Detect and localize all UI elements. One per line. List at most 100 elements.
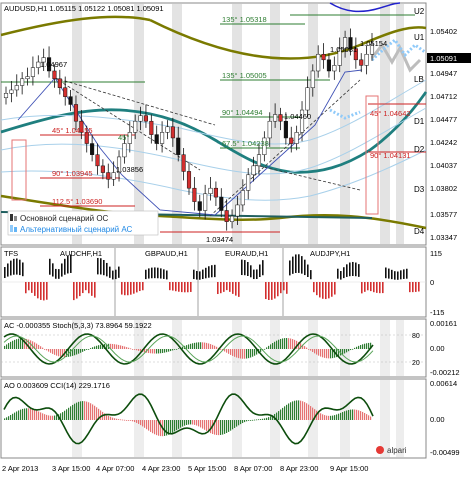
ao-bar-56: [56, 415, 58, 420]
ac-bar-196: [196, 342, 198, 349]
ts-bar-241: [241, 259, 243, 276]
ao-bar-146: [146, 420, 148, 430]
ao-bar-358: [358, 410, 360, 420]
ao-bar-124: [124, 419, 126, 421]
shade-ao-1: [134, 380, 144, 457]
ao-bar-320: [320, 413, 322, 420]
ts-bar-70: [70, 254, 72, 273]
ts-sub-2: GBPAUD,H1: [145, 249, 188, 258]
ac-bar-358: [358, 345, 360, 349]
ao-bar-12: [12, 413, 14, 420]
candle-body-35: [192, 187, 197, 202]
shade-main-7: [380, 4, 390, 244]
ao-bar-202: [202, 420, 204, 429]
ao-bar-42: [42, 413, 44, 420]
ts-bar-409: [409, 282, 411, 293]
ac-bar-76: [76, 349, 78, 355]
ts-bar-124: [124, 282, 126, 296]
ac-bar-122: [122, 345, 124, 349]
ao-bar-10: [10, 415, 12, 420]
ts-bar-58: [58, 269, 60, 279]
ac-bar-242: [242, 349, 244, 359]
time-label-4: 5 Apr 15:00: [188, 464, 226, 473]
shade-main-6: [340, 4, 350, 244]
ac-bar-172: [172, 349, 174, 351]
ao-bar-104: [104, 413, 106, 420]
ao-bar-308: [308, 404, 310, 420]
ts-bar-112: [112, 270, 114, 280]
ac-bar-296: [296, 340, 298, 349]
main-panel[interactable]: [0, 2, 427, 246]
ts-bar-145: [145, 269, 147, 280]
ts-bar-379: [379, 282, 381, 294]
candle-body-48: [262, 137, 267, 155]
candle-body-44: [240, 190, 245, 206]
candle-body-2: [14, 85, 19, 91]
ac-bar-198: [198, 342, 200, 349]
ts-bar-106: [106, 262, 108, 277]
ac-bar-292: [292, 339, 294, 349]
ao-bar-50: [50, 415, 52, 420]
ao-bar-54: [54, 415, 56, 420]
ts-bar-259: [259, 264, 261, 278]
ts-bar-160: [160, 268, 162, 279]
ac-bar-120: [120, 345, 122, 349]
annotation-15: 45° 1.04642: [370, 109, 411, 118]
alpari-logo: alpari: [376, 446, 407, 455]
candle-body-42: [230, 215, 235, 222]
level-label-d1: D1: [414, 117, 425, 126]
candle-body-33: [181, 154, 186, 172]
shade-ac-2: [172, 320, 182, 376]
ao-bar-366: [366, 414, 368, 420]
ac-bar-314: [314, 349, 316, 354]
ac-bar-144: [144, 349, 146, 353]
ac-bar-50: [50, 349, 52, 353]
ts-bar-235: [235, 282, 237, 296]
ac-bar-20: [20, 338, 22, 349]
shade-ao-7: [380, 380, 390, 457]
ac-bar-88: [88, 348, 90, 350]
price-label-8: 1.03577: [430, 210, 457, 219]
ts-bar-103: [103, 259, 105, 276]
ts-bar-163: [163, 269, 165, 279]
ts-bar-304: [304, 259, 306, 276]
ac-bar-244: [244, 349, 246, 359]
candle-body-68: [369, 43, 375, 55]
ao-scale-2: -0.00499: [430, 448, 460, 457]
ts-bar-79: [79, 282, 81, 297]
candle-body-50: [273, 114, 278, 122]
ac-bar-246: [246, 349, 248, 359]
ac-bar-220: [220, 349, 222, 350]
ac-bar-368: [368, 342, 370, 349]
candle-body-64: [348, 37, 353, 49]
ao-bar-106: [106, 414, 108, 420]
ac-bar-268: [268, 345, 270, 349]
ts-bar-337: [337, 268, 339, 279]
ao-bar-98: [98, 408, 100, 420]
ts-scale-bottom: -115: [430, 308, 444, 317]
ao-bar-158: [158, 420, 160, 436]
ao-bar-68: [68, 407, 70, 420]
ac-bar-330: [330, 349, 332, 359]
ao-bar-150: [150, 420, 152, 432]
ao-bar-348: [348, 409, 350, 420]
ts-bar-364: [364, 282, 366, 292]
candle-body-19: [106, 172, 111, 180]
ts-bar-157: [157, 267, 159, 279]
ts-bar-247: [247, 261, 249, 276]
candle-body-17: [95, 154, 100, 167]
ao-panel-content: AO 0.003609 CCI(14) 229.1716 0.00614 0.0…: [3, 379, 460, 457]
ts-bar-349: [349, 262, 351, 277]
time-axis: 2 Apr 2013 3 Apr 15:00 4 Apr 07:00 4 Apr…: [2, 464, 368, 473]
ac-bar-192: [192, 343, 194, 349]
candle-body-16: [90, 143, 95, 155]
top-blue-curve: [329, 2, 401, 13]
ac-bar-304: [304, 346, 306, 349]
ts-bar-385: [385, 267, 387, 279]
ts-bar-91: [91, 282, 93, 296]
ao-bar-82: [82, 401, 84, 420]
ts-bar-181: [181, 282, 183, 293]
ac-bar-134: [134, 349, 136, 350]
ts-bar-403: [403, 269, 405, 279]
